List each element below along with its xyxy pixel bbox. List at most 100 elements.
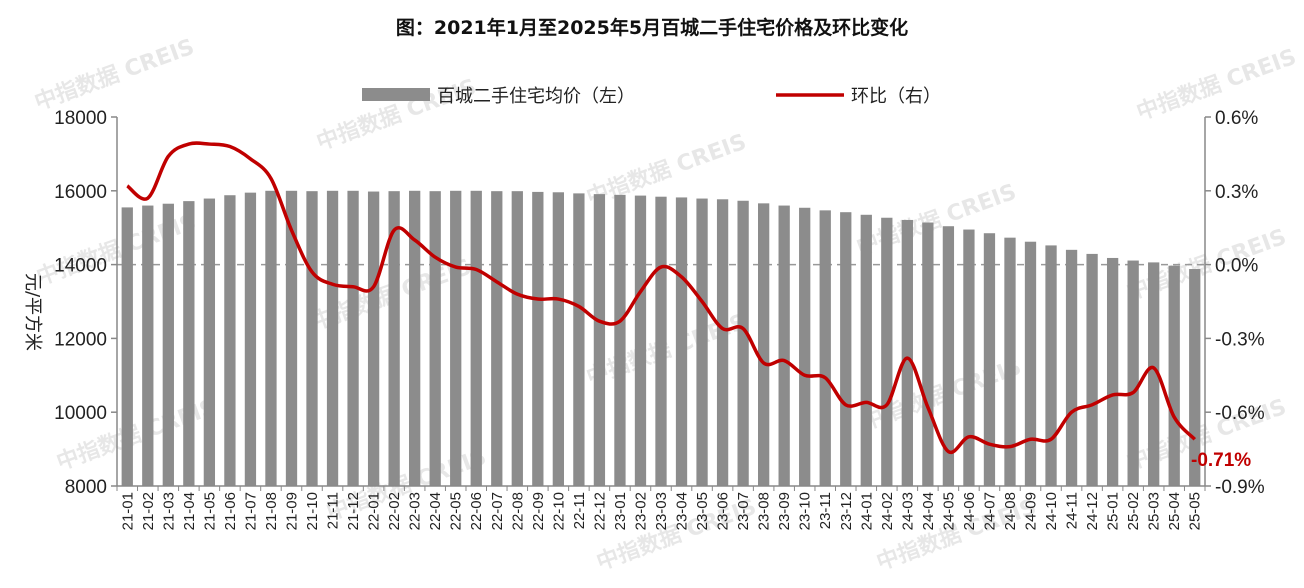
x-tick-label: 21-11 <box>325 492 342 529</box>
x-tick-label: 22-06 <box>468 492 485 530</box>
chart-title: 图：2021年1月至2025年5月百城二手住宅价格及环比变化 <box>396 16 908 39</box>
bar <box>347 190 359 487</box>
bar <box>819 210 831 487</box>
x-tick-label: 22-04 <box>427 492 444 530</box>
x-tick-label: 24-07 <box>981 492 998 530</box>
watermark-text: 中指数据 CREIS <box>31 34 198 116</box>
x-tick-label: 25-04 <box>1166 492 1183 530</box>
x-tick-label: 24-03 <box>899 492 916 530</box>
bar <box>1004 237 1016 486</box>
bar <box>1065 249 1078 486</box>
bar <box>983 233 996 486</box>
x-tick-label: 21-03 <box>160 492 177 530</box>
bar-series <box>121 190 1201 487</box>
y-tick-label-right: -0.3% <box>1215 329 1265 350</box>
x-tick-label: 23-01 <box>612 492 629 530</box>
bar <box>409 190 421 487</box>
bar <box>244 192 257 486</box>
y-ticks-left: 8000 10000 12000 14000 16000 18000 <box>54 108 117 498</box>
bar <box>224 195 236 487</box>
bar <box>593 194 606 486</box>
bar <box>1106 257 1119 486</box>
x-tick-label: 23-05 <box>694 492 711 530</box>
x-tick-label: 24-04 <box>920 492 937 530</box>
bar <box>265 190 277 487</box>
x-tick-label: 24-09 <box>1023 492 1040 530</box>
x-tick-label: 22-09 <box>530 492 547 530</box>
x-tick-label: 21-09 <box>283 492 300 530</box>
bar <box>778 205 790 486</box>
bar <box>429 191 441 487</box>
legend-bar-label: 百城二手住宅均价（左） <box>437 86 635 107</box>
x-tick-label: 21-07 <box>242 492 259 530</box>
y-tick-label-right: -0.9% <box>1215 477 1265 498</box>
bar <box>860 214 872 487</box>
x-tick-label: 23-12 <box>838 492 855 530</box>
x-tick-label: 22-01 <box>366 492 383 530</box>
bar <box>511 191 523 487</box>
x-tick-label: 23-11 <box>817 492 834 529</box>
x-tick-label: 24-10 <box>1043 492 1060 530</box>
bar <box>1127 260 1139 486</box>
x-tick-label: 21-10 <box>304 492 321 530</box>
x-tick-label: 21-05 <box>201 492 218 530</box>
bar <box>285 190 298 487</box>
x-tick-label: 23-08 <box>756 492 773 530</box>
bar <box>614 194 626 487</box>
x-tick-label: 24-06 <box>961 492 978 530</box>
y-tick-label-right: 0.6% <box>1215 108 1258 129</box>
x-tick-label: 22-03 <box>407 492 424 530</box>
y-tick-label-right: -0.6% <box>1215 403 1265 424</box>
bar <box>737 200 749 486</box>
bar <box>963 229 975 487</box>
bar <box>203 198 216 487</box>
y-tick-label-right: 0.3% <box>1215 182 1258 203</box>
x-tick-label: 22-05 <box>448 492 465 530</box>
x-tick-label: 21-01 <box>119 492 136 530</box>
bar <box>634 195 647 486</box>
x-tick-label: 24-08 <box>1002 492 1019 530</box>
bar <box>881 217 893 487</box>
bar <box>142 205 154 486</box>
x-tick-label: 25-05 <box>1187 492 1204 530</box>
axes <box>116 117 1206 487</box>
bar <box>1148 262 1160 486</box>
bar <box>1168 265 1180 486</box>
bar <box>450 190 462 487</box>
bar <box>716 199 729 487</box>
bar <box>491 191 503 487</box>
x-tick-label: 22-10 <box>550 492 567 530</box>
x-tick-label: 25-03 <box>1146 492 1163 530</box>
bar <box>675 197 688 486</box>
end-value-label: -0.71% <box>1191 450 1251 471</box>
bar <box>696 198 708 487</box>
bar <box>799 207 811 486</box>
x-tick-label: 24-02 <box>879 492 896 530</box>
y-tick-label-left: 10000 <box>54 403 107 424</box>
y-tick-label-left: 16000 <box>54 182 107 203</box>
x-tick-label: 22-11 <box>571 492 588 529</box>
y-axis-label-left: 元/平方米 <box>22 273 43 351</box>
bar <box>367 191 380 487</box>
bar <box>901 219 913 486</box>
bar <box>758 203 770 486</box>
x-tick-label: 24-12 <box>1084 492 1101 530</box>
y-ticks-right: -0.9% -0.6% -0.3% 0.0% 0.3% 0.6% <box>1205 108 1265 498</box>
x-tick-label: 22-08 <box>509 492 526 530</box>
x-tick-label: 21-06 <box>222 492 239 530</box>
bar <box>942 226 955 486</box>
bar <box>183 201 195 486</box>
bar <box>326 190 339 487</box>
bar <box>532 191 544 486</box>
x-tick-label: 24-01 <box>858 492 875 530</box>
bar <box>1189 269 1201 486</box>
legend-line-label: 环比（右） <box>851 86 941 107</box>
x-tick-label: 24-11 <box>1064 492 1081 529</box>
bar <box>1086 253 1098 486</box>
y-tick-label-left: 14000 <box>54 256 107 277</box>
line-series <box>126 141 1197 455</box>
bar <box>470 190 482 487</box>
x-tick-label: 22-07 <box>489 492 506 530</box>
x-tick-label: 21-04 <box>181 492 198 530</box>
